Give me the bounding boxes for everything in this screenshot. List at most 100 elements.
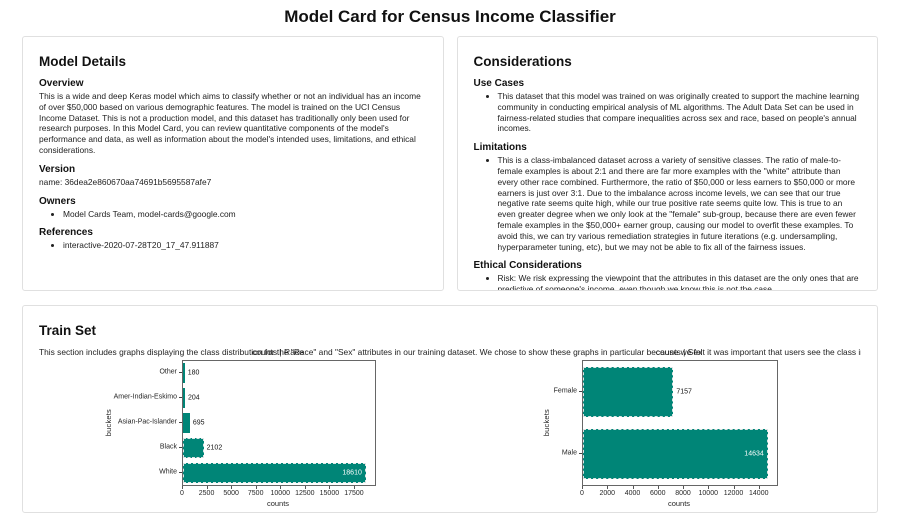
x-tick-mark bbox=[708, 486, 710, 489]
x-tick-label: 10000 bbox=[698, 490, 718, 497]
x-tick-label: 4000 bbox=[624, 490, 641, 497]
considerations-card: Considerations Use Cases This dataset th… bbox=[456, 36, 878, 291]
version-heading: Version bbox=[39, 163, 76, 175]
references-heading: References bbox=[39, 227, 93, 239]
ethical-risk: Risk: We risk expressing the viewpoint t… bbox=[497, 273, 859, 291]
y-axis-label: buckets bbox=[103, 409, 113, 437]
owners-heading: Owners bbox=[39, 195, 76, 207]
x-tick-label: 10000 bbox=[270, 490, 290, 497]
use-cases-list: This dataset that this model was trained… bbox=[474, 91, 862, 134]
y-tick-label: Female bbox=[553, 387, 577, 395]
owners-list: Model Cards Team, model-cards@google.com bbox=[39, 209, 427, 220]
train-set-description: This section includes graphs displaying … bbox=[39, 347, 861, 357]
bar-value-label: 14634 bbox=[744, 450, 764, 458]
x-tick-label: 12500 bbox=[295, 490, 315, 497]
x-tick-label: 7500 bbox=[247, 490, 264, 497]
x-tick-mark bbox=[607, 486, 609, 489]
x-tick-mark bbox=[206, 486, 208, 489]
bar-value-label: 695 bbox=[192, 419, 205, 427]
ethical-heading: Ethical Considerations bbox=[473, 260, 582, 272]
references-item: interactive-2020-07-28T20_17_47.911887 bbox=[63, 240, 427, 251]
owners-item: Model Cards Team, model-cards@google.com bbox=[63, 209, 427, 220]
version-text: name: 36dea2e860670aa74691b5695587afe7 bbox=[39, 176, 212, 187]
chart-title: counts | Race bbox=[252, 347, 304, 357]
bar-other bbox=[183, 363, 185, 384]
plot-area: 180 204 695 2102 18610 bbox=[182, 360, 376, 486]
y-tick-mark bbox=[579, 453, 582, 454]
x-tick-label: 5000 bbox=[223, 490, 239, 497]
x-tick-mark bbox=[329, 486, 331, 489]
bar-black bbox=[183, 437, 204, 458]
limitations-list: This is a class-imbalanced dataset acros… bbox=[474, 155, 862, 252]
x-tick-label: 14000 bbox=[749, 490, 769, 497]
bar-amer-indian-eskimo bbox=[183, 388, 185, 409]
ethical-item: Risk: We risk expressing the viewpoint t… bbox=[497, 273, 862, 291]
x-tick-label: 0 bbox=[580, 490, 584, 497]
y-tick-label: Other bbox=[159, 368, 177, 376]
bar-asian-pac-islander bbox=[183, 413, 190, 433]
y-tick-mark bbox=[179, 397, 182, 399]
x-tick-mark bbox=[280, 486, 282, 489]
y-tick-label: Black bbox=[159, 443, 177, 451]
y-tick-mark bbox=[179, 446, 182, 448]
x-axis-ticks: 0 2000 4000 6000 8000 10000 12000 14000 bbox=[580, 486, 776, 499]
x-tick-label: 0 bbox=[180, 490, 184, 497]
chart-title: counts | Sex bbox=[655, 347, 703, 357]
limitations-item: This is a class-imbalanced dataset acros… bbox=[498, 155, 862, 252]
x-axis-label: counts bbox=[266, 499, 290, 508]
bar-value-label: 7157 bbox=[676, 388, 692, 396]
y-tick-mark bbox=[179, 471, 182, 473]
train-set-title: Train Set bbox=[39, 323, 97, 338]
bar-female bbox=[583, 367, 674, 417]
x-tick-label: 17500 bbox=[344, 490, 364, 497]
considerations-title: Considerations bbox=[473, 54, 572, 69]
plot-area: 7157 14634 bbox=[582, 360, 778, 486]
top-row: Model Details Overview This is a wide an… bbox=[22, 36, 878, 291]
overview-text: This is a wide and deep Keras model whic… bbox=[39, 91, 421, 155]
x-tick-mark bbox=[632, 486, 634, 489]
train-set-card: Train Set This section includes graphs d… bbox=[22, 305, 878, 513]
x-tick-mark bbox=[657, 486, 659, 489]
y-tick-label: White bbox=[159, 468, 177, 476]
references-list: interactive-2020-07-28T20_17_47.911887 bbox=[39, 240, 427, 251]
bar-white bbox=[183, 462, 366, 483]
x-tick-label: 2500 bbox=[198, 490, 215, 497]
x-tick-mark bbox=[582, 486, 583, 489]
y-tick-label: Amer-Indian-Eskimo bbox=[113, 393, 177, 401]
bar-value-label: 2102 bbox=[206, 444, 223, 452]
x-tick-mark bbox=[255, 486, 257, 489]
x-tick-label: 8000 bbox=[675, 490, 691, 497]
x-tick-mark bbox=[733, 486, 735, 489]
bar-value-label: 204 bbox=[188, 394, 200, 402]
x-tick-mark bbox=[758, 486, 760, 489]
y-tick-label: Asian-Pac-Islander bbox=[117, 418, 177, 426]
y-axis-categories: Other Amer-Indian-Eskimo Asian-Pac-Islande… bbox=[114, 360, 182, 484]
y-tick-mark bbox=[579, 391, 582, 392]
use-cases-item: This dataset that this model was trained… bbox=[498, 91, 862, 134]
y-tick-label: Male bbox=[561, 449, 577, 457]
y-axis-categories: Female Male bbox=[552, 360, 582, 484]
bar-value-label: 18610 bbox=[342, 469, 362, 477]
page-title: Model Card for Census Income Classifier bbox=[284, 7, 616, 26]
x-tick-mark bbox=[182, 486, 183, 489]
bar-value-label: 180 bbox=[187, 369, 200, 377]
model-details-title: Model Details bbox=[39, 54, 127, 69]
sex-bar-chart: counts | Sex buckets Female Male 7157 1463… bbox=[540, 347, 778, 508]
x-tick-label: 15000 bbox=[319, 490, 340, 497]
model-details-card: Model Details Overview This is a wide an… bbox=[22, 36, 444, 291]
x-tick-label: 12000 bbox=[723, 490, 744, 497]
x-tick-label: 2000 bbox=[599, 490, 616, 497]
bar-male bbox=[583, 429, 768, 479]
limitations-heading: Limitations bbox=[473, 142, 527, 154]
y-tick-mark bbox=[179, 422, 182, 423]
y-tick-mark bbox=[179, 372, 182, 374]
x-tick-label: 6000 bbox=[649, 490, 666, 497]
ethical-list: Risk: We risk expressing the viewpoint t… bbox=[474, 273, 862, 291]
y-axis-label: buckets bbox=[541, 409, 551, 437]
x-tick-mark bbox=[304, 486, 306, 489]
race-bar-chart: counts | Race buckets Other Amer-Indian-E… bbox=[102, 347, 376, 508]
use-cases-heading: Use Cases bbox=[473, 78, 525, 89]
x-tick-mark bbox=[683, 486, 684, 489]
x-axis-label: counts bbox=[667, 499, 691, 508]
x-tick-mark bbox=[231, 486, 233, 489]
